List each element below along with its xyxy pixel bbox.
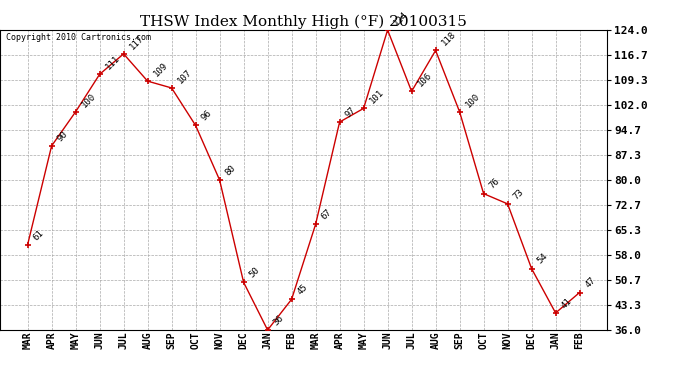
Text: THSW Index Monthly High (°F) 20100315: THSW Index Monthly High (°F) 20100315 [140,15,467,29]
Text: 54: 54 [535,252,550,266]
Text: 118: 118 [440,30,457,48]
Text: 111: 111 [104,54,121,72]
Text: 41: 41 [560,296,573,310]
Text: 90: 90 [56,129,70,143]
Text: 76: 76 [488,177,502,191]
Text: 45: 45 [296,283,310,297]
Text: 117: 117 [128,33,146,51]
Text: 73: 73 [512,187,526,201]
Text: 80: 80 [224,163,238,177]
Text: 96: 96 [200,109,214,123]
Text: 124: 124 [392,9,410,27]
Text: 109: 109 [152,61,170,78]
Text: 107: 107 [176,68,193,85]
Text: Copyright 2010 Cartronics.com: Copyright 2010 Cartronics.com [6,33,151,42]
Text: 106: 106 [416,71,433,88]
Text: 100: 100 [80,91,97,109]
Text: 101: 101 [368,88,386,106]
Text: 36: 36 [272,313,286,327]
Text: 50: 50 [248,266,262,279]
Text: 97: 97 [344,105,357,119]
Text: 47: 47 [584,276,598,290]
Text: 67: 67 [319,208,334,222]
Text: 100: 100 [464,91,482,109]
Text: 61: 61 [32,228,46,242]
